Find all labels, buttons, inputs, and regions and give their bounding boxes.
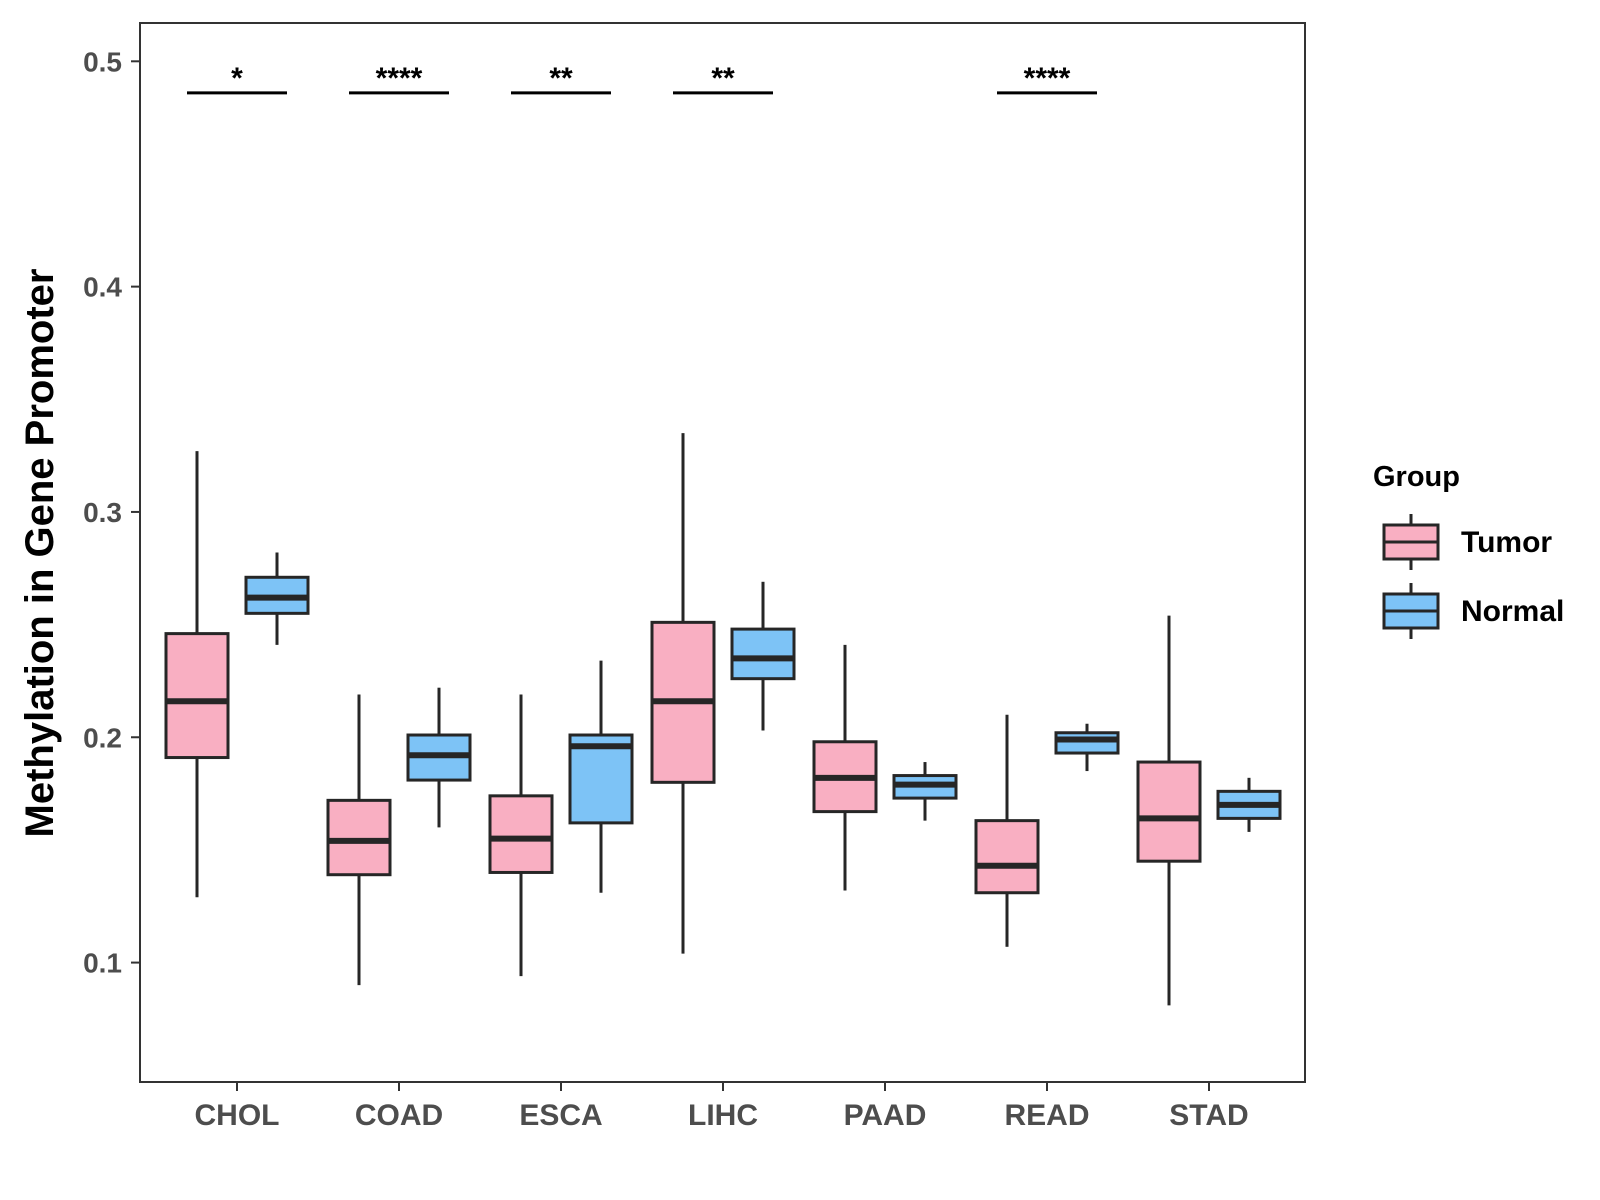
box-tumor-coad	[326, 694, 392, 986]
legend-label-normal: Normal	[1461, 595, 1564, 628]
box-normal-stad	[1216, 777, 1282, 832]
x-tick-label-stad: STAD	[1169, 1099, 1248, 1132]
x-tick-label-coad: COAD	[355, 1099, 443, 1132]
significance-label: **	[549, 62, 573, 95]
y-tick-label: 0.2	[83, 722, 122, 753]
box-normal-read	[1054, 723, 1120, 772]
box-body	[164, 632, 230, 760]
box-normal-lihc	[730, 581, 796, 731]
box-body	[1136, 760, 1202, 863]
box-tumor-paad	[812, 644, 878, 891]
box-tumor-esca	[488, 694, 554, 977]
y-tick-label: 0.5	[83, 46, 122, 77]
box-body	[568, 733, 634, 825]
y-tick-label: 0.1	[83, 948, 122, 979]
y-axis-title: Methylation in Gene Promoter	[18, 269, 62, 838]
legend-title: Group	[1373, 461, 1460, 493]
box-body	[488, 794, 554, 874]
box-body	[974, 819, 1040, 895]
y-tick-label: 0.3	[83, 497, 122, 528]
box-normal-esca	[568, 660, 634, 893]
box-normal-coad	[406, 687, 472, 828]
box-tumor-chol	[164, 451, 230, 898]
legend-item-tumor: Tumor	[1382, 514, 1552, 570]
x-tick-label-paad: PAAD	[844, 1099, 927, 1132]
box-tumor-read	[974, 714, 1040, 947]
box-body	[730, 627, 796, 681]
significance-label: ****	[1024, 62, 1071, 95]
x-tick-label-chol: CHOL	[195, 1099, 280, 1132]
legend-item-normal: Normal	[1382, 583, 1564, 639]
box-tumor-stad	[1136, 615, 1202, 1006]
box-normal-paad	[892, 762, 958, 821]
box-normal-chol	[244, 552, 310, 645]
significance-label: *	[231, 62, 243, 95]
y-tick-label: 0.4	[83, 272, 122, 303]
plot-panel	[139, 22, 1306, 1083]
significance-label: **	[711, 62, 735, 95]
x-tick-label-esca: ESCA	[519, 1099, 602, 1132]
x-tick-label-read: READ	[1004, 1099, 1089, 1132]
significance-label: ****	[376, 62, 423, 95]
box-body	[326, 798, 392, 877]
box-body	[1054, 731, 1120, 755]
legend-label-tumor: Tumor	[1461, 526, 1552, 559]
box-tumor-lihc	[650, 433, 716, 954]
x-tick-label-lihc: LIHC	[688, 1099, 758, 1132]
